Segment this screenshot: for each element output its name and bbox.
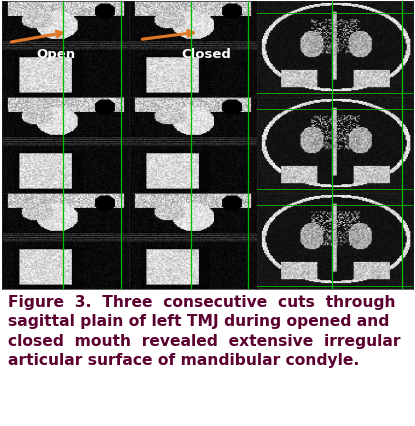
Text: Open: Open xyxy=(36,47,75,60)
Text: Closed: Closed xyxy=(181,47,231,60)
Text: Figure  3.  Three  consecutive  cuts  through
sagittal plain of left TMJ during : Figure 3. Three consecutive cuts through… xyxy=(8,294,401,368)
